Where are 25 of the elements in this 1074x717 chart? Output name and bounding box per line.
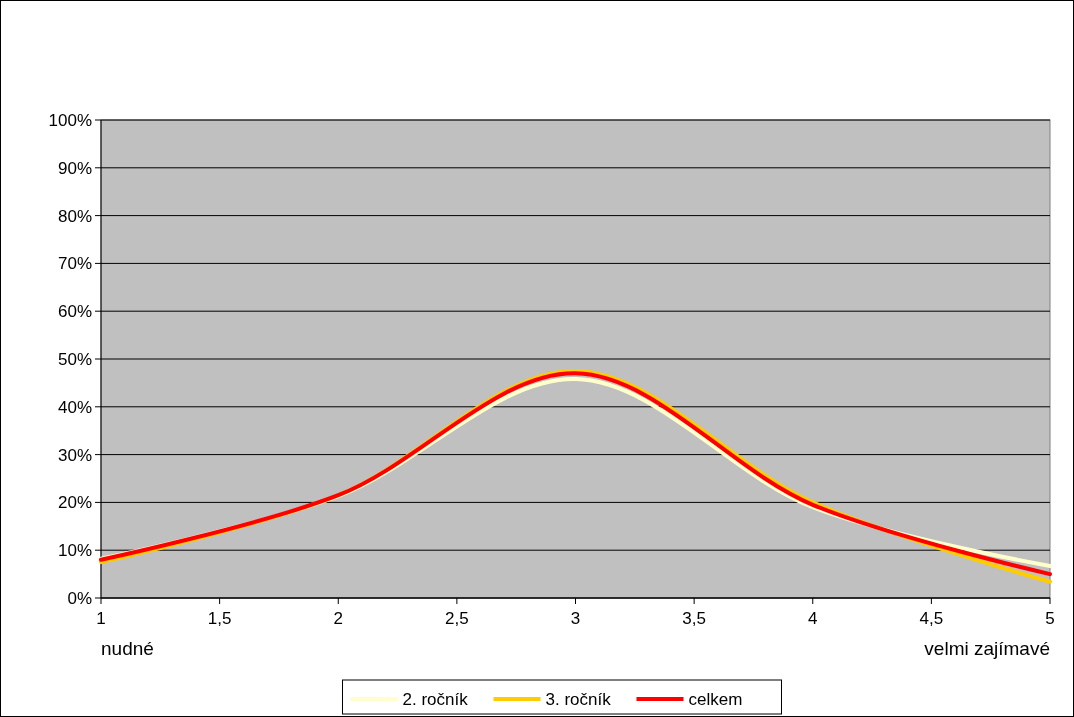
y-tick-label: 20%	[57, 493, 92, 513]
x-tick-label: 4	[808, 609, 818, 628]
x-tick-label: 5	[1045, 609, 1055, 628]
y-tick-label: 50%	[57, 349, 92, 369]
x-tick-label: 4,5	[919, 609, 944, 628]
text: nudné	[101, 638, 154, 659]
y-tick-label: 30%	[57, 445, 92, 465]
y-tick-label: 80%	[57, 206, 92, 226]
y-tick-label: 40%	[57, 397, 92, 417]
x-tick-label: 3,5	[682, 609, 706, 628]
legend-label: 3. ročník	[545, 689, 612, 709]
x-tick-label: 2,5	[445, 609, 469, 628]
x-tick-label: 1,5	[207, 609, 232, 628]
legend-label: celkem	[688, 689, 743, 709]
y-tick-label: 10%	[57, 541, 92, 561]
x-tick-label: 3	[570, 609, 581, 628]
y-tick-label: 90%	[57, 158, 92, 178]
text: velmi zajímavé	[924, 638, 1050, 659]
legend-label: 2. ročník	[402, 689, 469, 709]
x-tick-label: 1	[96, 609, 106, 628]
y-tick-label: 60%	[57, 302, 92, 322]
y-tick-label: 100%	[48, 110, 92, 130]
y-tick-label: 0%	[67, 588, 92, 608]
y-tick-label: 70%	[57, 254, 92, 274]
x-tick-label: 2	[333, 609, 343, 628]
